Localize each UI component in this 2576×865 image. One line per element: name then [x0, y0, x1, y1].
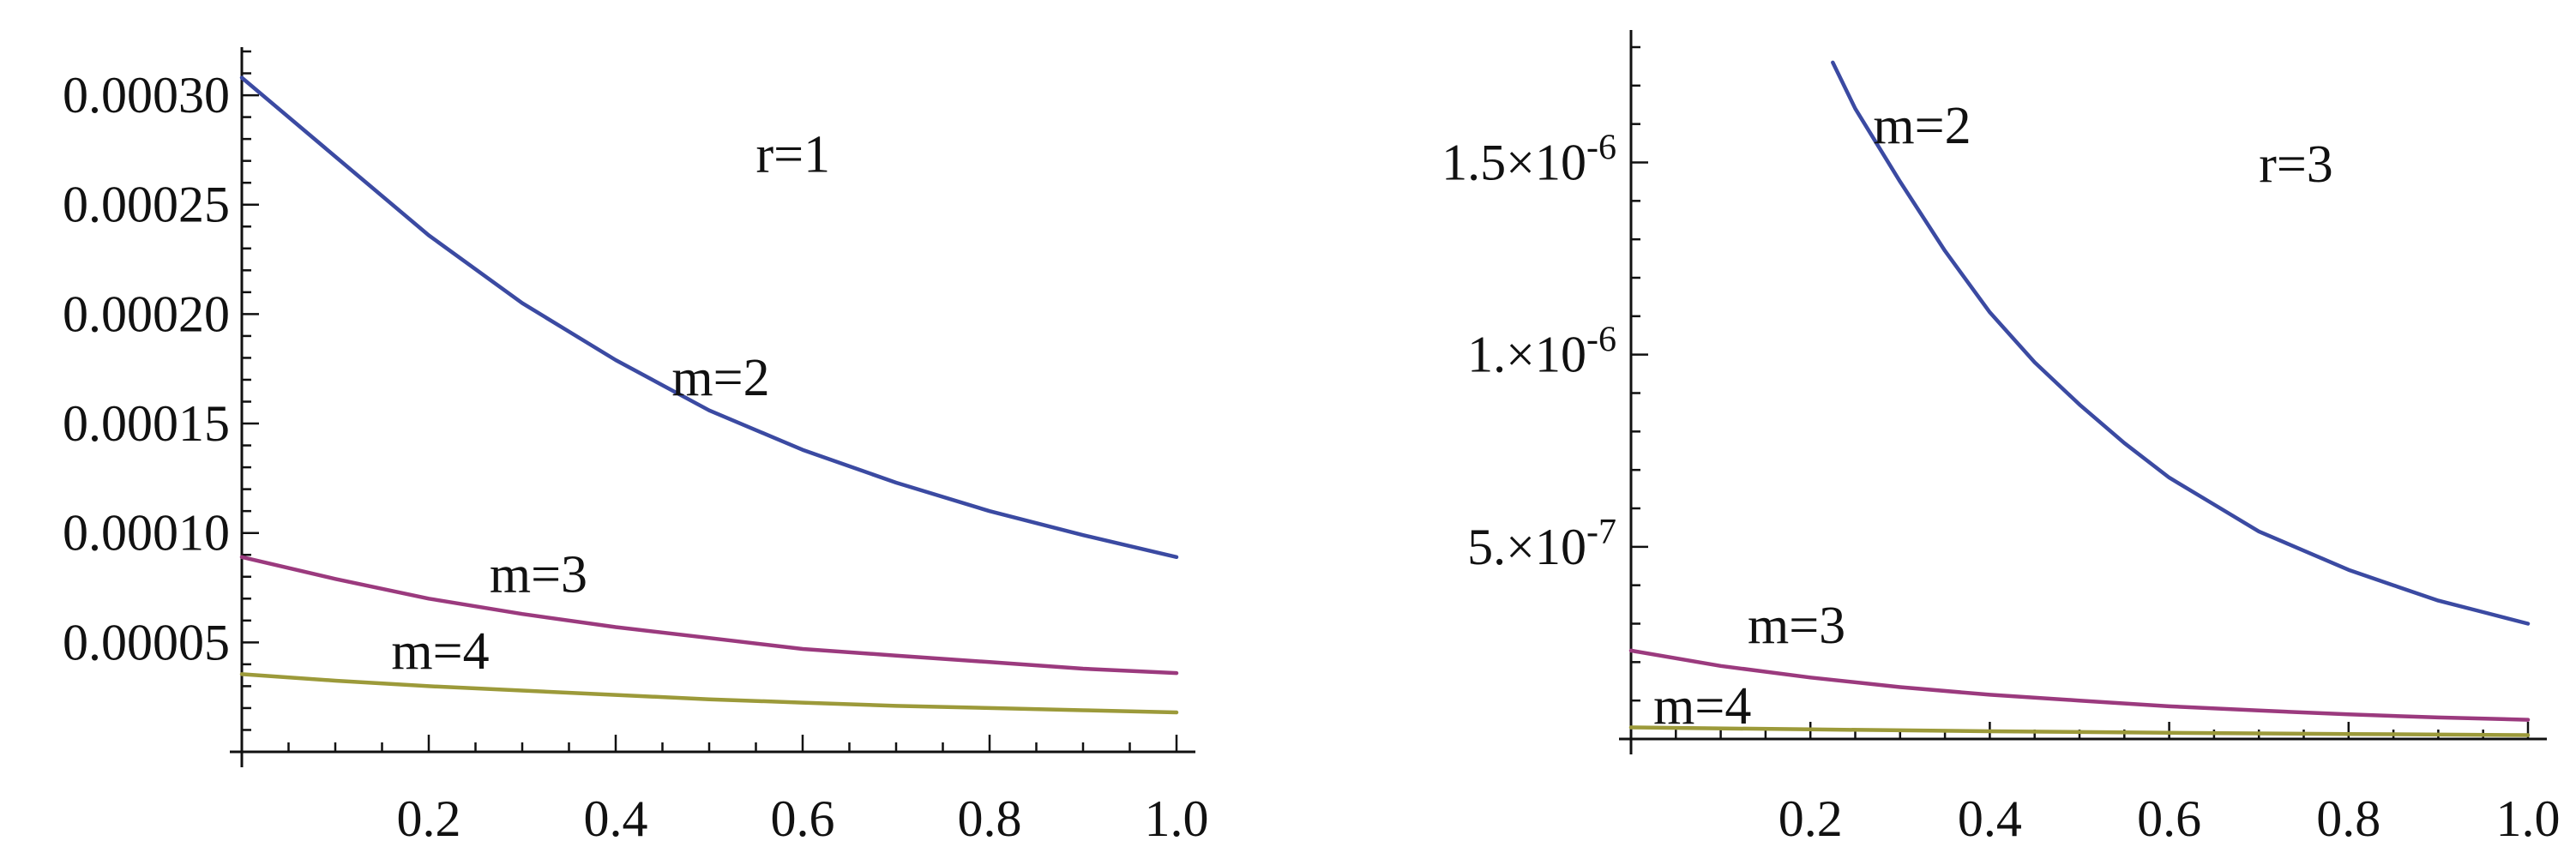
- y-tick-label: 0.00015: [63, 395, 230, 452]
- x-tick-label: 0.4: [1958, 790, 2022, 847]
- y-tick-label: 0.00030: [63, 67, 230, 123]
- series-line-1: [239, 75, 1179, 560]
- annotation-label: m=3: [1748, 597, 1845, 655]
- y-tick-label: 1.×10-6: [1467, 321, 1616, 383]
- x-tick-label: 0.4: [584, 790, 648, 847]
- x-tick-label: 0.8: [958, 790, 1022, 847]
- series-line-1: [1831, 60, 2531, 626]
- x-tick-label: 0.2: [1779, 790, 1843, 847]
- annotation-label: m=2: [1873, 97, 1971, 155]
- series-line-2: [239, 555, 1179, 676]
- annotation-label: m=4: [391, 622, 489, 681]
- panel-r1: 0.2 0.4 0.6 0.8 1.0 0.00005 0.00010 0.00015 0.00…: [63, 47, 1209, 847]
- series-line-2: [1628, 648, 2531, 722]
- series-line-3: [1628, 725, 2531, 737]
- series-line-3: [239, 672, 1179, 715]
- panel-r3: 0.2 0.4 0.6 0.8 1.0 5.×10-7 1.×10-6 1.5×10-6 r=3…: [1441, 30, 2561, 847]
- annotation-label: m=4: [1653, 677, 1751, 736]
- annotation-label: m=2: [671, 349, 769, 407]
- y-tick-label: 5.×10-7: [1467, 513, 1616, 575]
- x-tick-label: 1.0: [2496, 790, 2561, 847]
- annotation-label: r=3: [2259, 135, 2333, 194]
- y-tick-label: 0.00005: [63, 614, 230, 670]
- x-tick-label: 1.0: [1145, 790, 1209, 847]
- y-tick-label: 0.00020: [63, 285, 230, 342]
- x-tick-label: 0.6: [771, 790, 835, 847]
- y-tick-label: 0.00025: [63, 177, 230, 233]
- x-tick-label: 0.6: [2137, 790, 2201, 847]
- y-tick-label: 1.5×10-6: [1441, 129, 1616, 191]
- annotation-label: m=3: [490, 546, 587, 604]
- y-tick-label: 0.00010: [63, 505, 230, 562]
- annotation-label: r=1: [756, 125, 831, 183]
- x-tick-label: 0.8: [2316, 790, 2380, 847]
- x-tick-label: 0.2: [397, 790, 461, 847]
